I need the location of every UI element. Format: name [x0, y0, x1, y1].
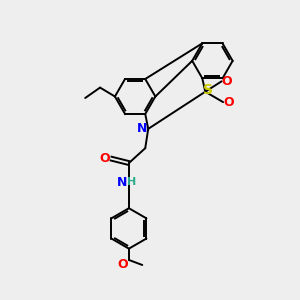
Text: S: S — [203, 83, 213, 97]
Text: N: N — [117, 176, 128, 189]
Text: O: O — [99, 152, 110, 165]
Text: O: O — [117, 259, 128, 272]
Text: O: O — [222, 75, 232, 88]
Text: O: O — [223, 96, 234, 109]
Text: N: N — [137, 122, 148, 135]
Text: H: H — [127, 177, 136, 188]
